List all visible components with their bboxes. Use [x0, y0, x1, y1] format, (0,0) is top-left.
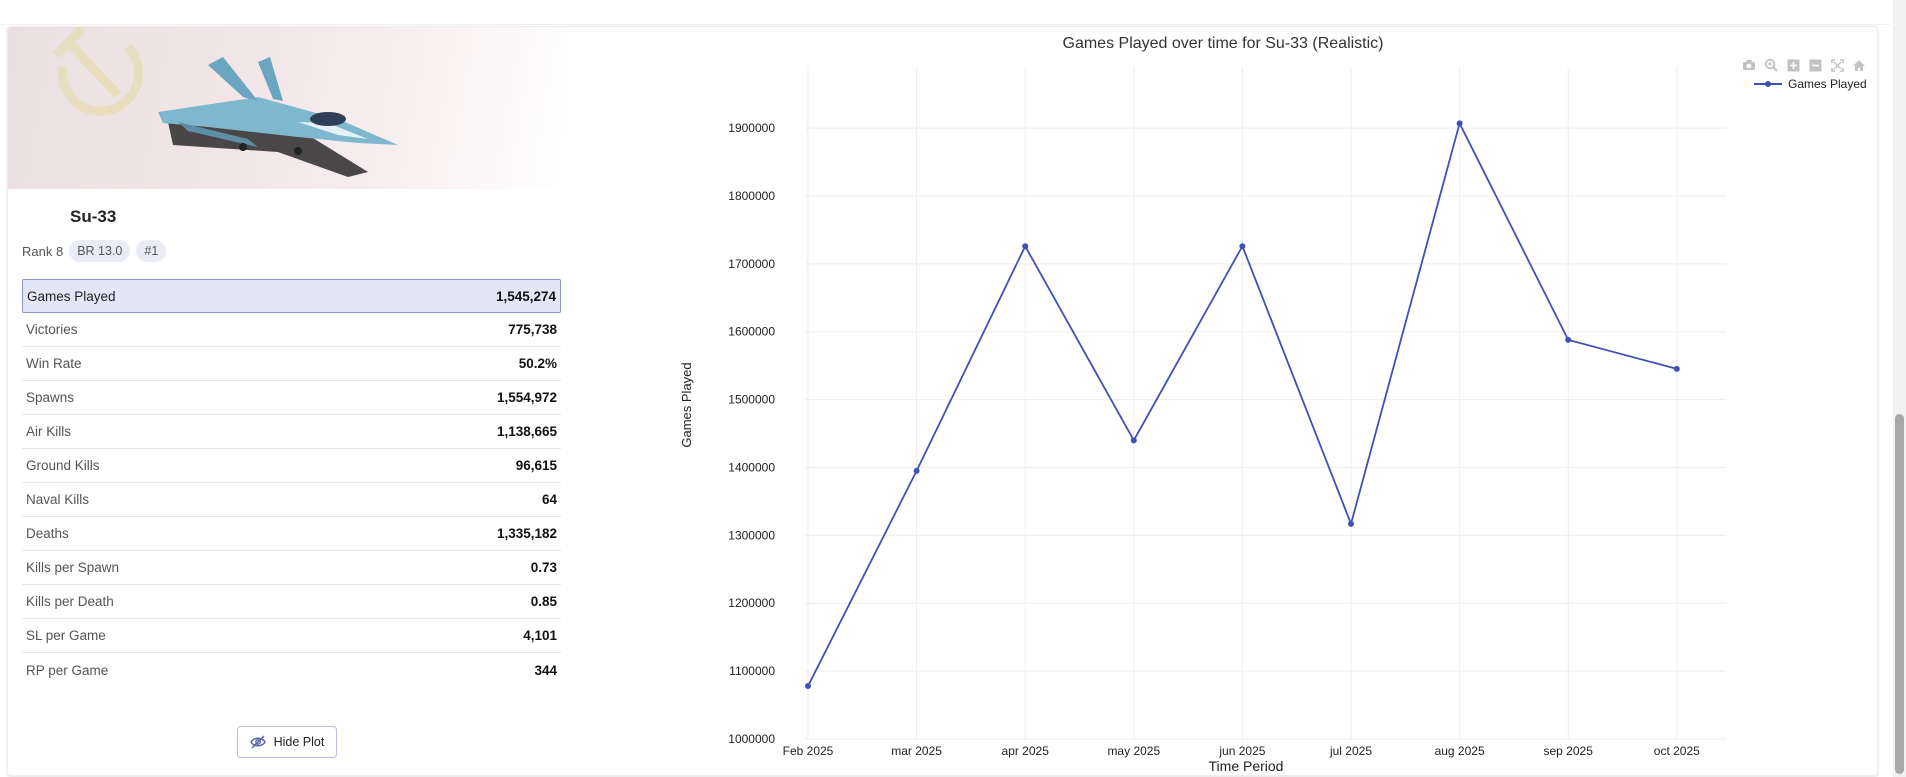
stat-row-kills-per-death[interactable]: Kills per Death 0.85: [22, 585, 561, 619]
stat-label: Ground Kills: [26, 458, 100, 473]
stat-value: 1,138,665: [496, 424, 557, 439]
data-point[interactable]: [1348, 520, 1354, 527]
stat-value: 1,545,274: [495, 288, 556, 304]
stat-row-air-kills[interactable]: Air Kills 1,138,665: [22, 415, 561, 449]
zoom-out-icon[interactable]: [1807, 57, 1823, 73]
x-tick-label: mar 2025: [891, 744, 942, 758]
stat-row-rp-per-game[interactable]: RP per Game 344: [22, 653, 561, 687]
legend-label: Games Played: [1788, 77, 1867, 91]
stat-label: SL per Game: [26, 628, 106, 643]
stat-row-kills-per-spawn[interactable]: Kills per Spawn 0.73: [22, 551, 561, 585]
x-axis-ticks: Feb 2025 mar 2025 apr 2025 may 2025 jun 2025…: [783, 744, 1700, 758]
y-tick-label: 1100000: [729, 664, 775, 678]
stat-value: 0.85: [530, 594, 557, 609]
y-tick-label: 1800000: [728, 189, 775, 203]
x-tick-label: jul 2025: [1329, 744, 1372, 758]
x-tick-label: may 2025: [1107, 744, 1160, 758]
vehicle-name: Su-33: [70, 207, 117, 226]
stat-label: Games Played: [27, 288, 116, 304]
y-tick-label: 1900000: [728, 121, 775, 135]
y-axis-title: Games Played: [679, 362, 694, 447]
stat-value: 344: [534, 662, 557, 678]
stat-label: Naval Kills: [26, 492, 90, 507]
y-axis-ticks: 1000000 1100000 1200000 1300000 1400000 15000…: [728, 121, 775, 746]
stat-label: Win Rate: [26, 356, 82, 371]
stat-label: Air Kills: [26, 424, 72, 439]
stat-value: 1,554,972: [496, 390, 557, 405]
br-badge: BR 13.0: [69, 240, 131, 262]
data-point[interactable]: [1565, 336, 1572, 343]
x-tick-label: sep 2025: [1544, 744, 1594, 758]
stat-row-deaths[interactable]: Deaths 1,335,182: [22, 517, 561, 551]
stat-row-naval-kills[interactable]: Naval Kills 64: [22, 483, 561, 517]
stat-label: Victories: [26, 322, 78, 337]
y-tick-label: 1500000: [728, 393, 775, 407]
zoom-icon[interactable]: [1763, 57, 1779, 73]
legend-marker: [1765, 81, 1771, 87]
aircraft-illustration: [52, 27, 398, 177]
zoom-in-icon[interactable]: [1785, 57, 1801, 73]
stat-row-ground-kills[interactable]: Ground Kills 96,615: [22, 449, 561, 483]
data-point[interactable]: [913, 467, 920, 474]
y-tick-label: 1400000: [728, 460, 775, 474]
hammer-sickle-watermark: [52, 27, 143, 116]
stat-value: 1,335,182: [496, 526, 557, 541]
data-point[interactable]: [1022, 243, 1029, 250]
y-tick-label: 1300000: [728, 528, 775, 542]
autoscale-icon[interactable]: [1829, 57, 1845, 73]
x-tick-label: oct 2025: [1654, 744, 1700, 758]
stat-label: Kills per Spawn: [26, 560, 120, 575]
eye-off-icon: [249, 735, 266, 749]
stat-row-sl-per-game[interactable]: SL per Game 4,101: [22, 619, 561, 653]
stat-row-spawns[interactable]: Spawns 1,554,972: [22, 381, 561, 415]
scrollbar-thumb[interactable]: [1895, 414, 1904, 774]
hide-plot-label: Hide Plot: [273, 735, 325, 749]
stat-value: 64: [541, 492, 557, 507]
stats-table: Games Played 1,545,274 Victories 775,738 W…: [22, 279, 561, 687]
stat-row-games-played[interactable]: Games Played 1,545,274: [22, 279, 561, 313]
stat-label: Spawns: [26, 390, 75, 405]
vehicle-banner-image: [8, 27, 568, 189]
rank-label: Rank 8: [22, 243, 64, 259]
x-axis-title: Time Period: [1209, 758, 1284, 774]
y-tick-label: 1700000: [728, 257, 775, 271]
stat-value: 50.2%: [518, 356, 557, 371]
y-tick-label: 1200000: [728, 596, 775, 610]
games-played-line-chart: 1000000 1100000 1200000 1300000 1400000 15000…: [679, 67, 1867, 774]
vehicle-meta: Rank 8 BR 13.0 #1: [22, 240, 167, 262]
stat-value: 4,101: [523, 628, 557, 643]
page-scrollbar[interactable]: [1893, 0, 1906, 777]
data-point[interactable]: [805, 683, 811, 690]
data-point[interactable]: [1456, 120, 1463, 127]
chart-series: [805, 120, 1680, 690]
stat-value: 775,738: [508, 322, 557, 337]
home-icon[interactable]: [1851, 57, 1867, 73]
y-tick-label: 1600000: [728, 325, 775, 339]
position-badge: #1: [136, 240, 167, 262]
stat-label: RP per Game: [26, 662, 109, 678]
data-point[interactable]: [1239, 243, 1246, 250]
chart-legend[interactable]: Games Played: [1754, 77, 1867, 91]
camera-icon[interactable]: [1741, 57, 1757, 73]
stat-value: 0.73: [530, 560, 557, 575]
stat-value: 96,615: [515, 458, 557, 473]
x-tick-label: aug 2025: [1435, 744, 1485, 758]
x-tick-label: apr 2025: [1002, 744, 1050, 758]
chart-gridlines: [805, 67, 1726, 740]
stat-label: Kills per Death: [26, 594, 114, 609]
chart-modebar: [1741, 57, 1867, 73]
data-point[interactable]: [1673, 365, 1680, 372]
stat-label: Deaths: [26, 526, 69, 541]
x-tick-label: Feb 2025: [783, 744, 834, 758]
top-divider: [0, 24, 1890, 25]
data-point[interactable]: [1130, 437, 1137, 444]
y-tick-label: 1000000: [728, 732, 775, 746]
vehicle-stats-card: Su-33 Rank 8 BR 13.0 #1 Games Played 1,54…: [7, 26, 1878, 776]
hide-plot-button[interactable]: Hide Plot: [237, 726, 337, 758]
x-tick-label: jun 2025: [1218, 744, 1265, 758]
stat-row-victories[interactable]: Victories 775,738: [22, 313, 561, 347]
stat-row-win-rate[interactable]: Win Rate 50.2%: [22, 347, 561, 381]
